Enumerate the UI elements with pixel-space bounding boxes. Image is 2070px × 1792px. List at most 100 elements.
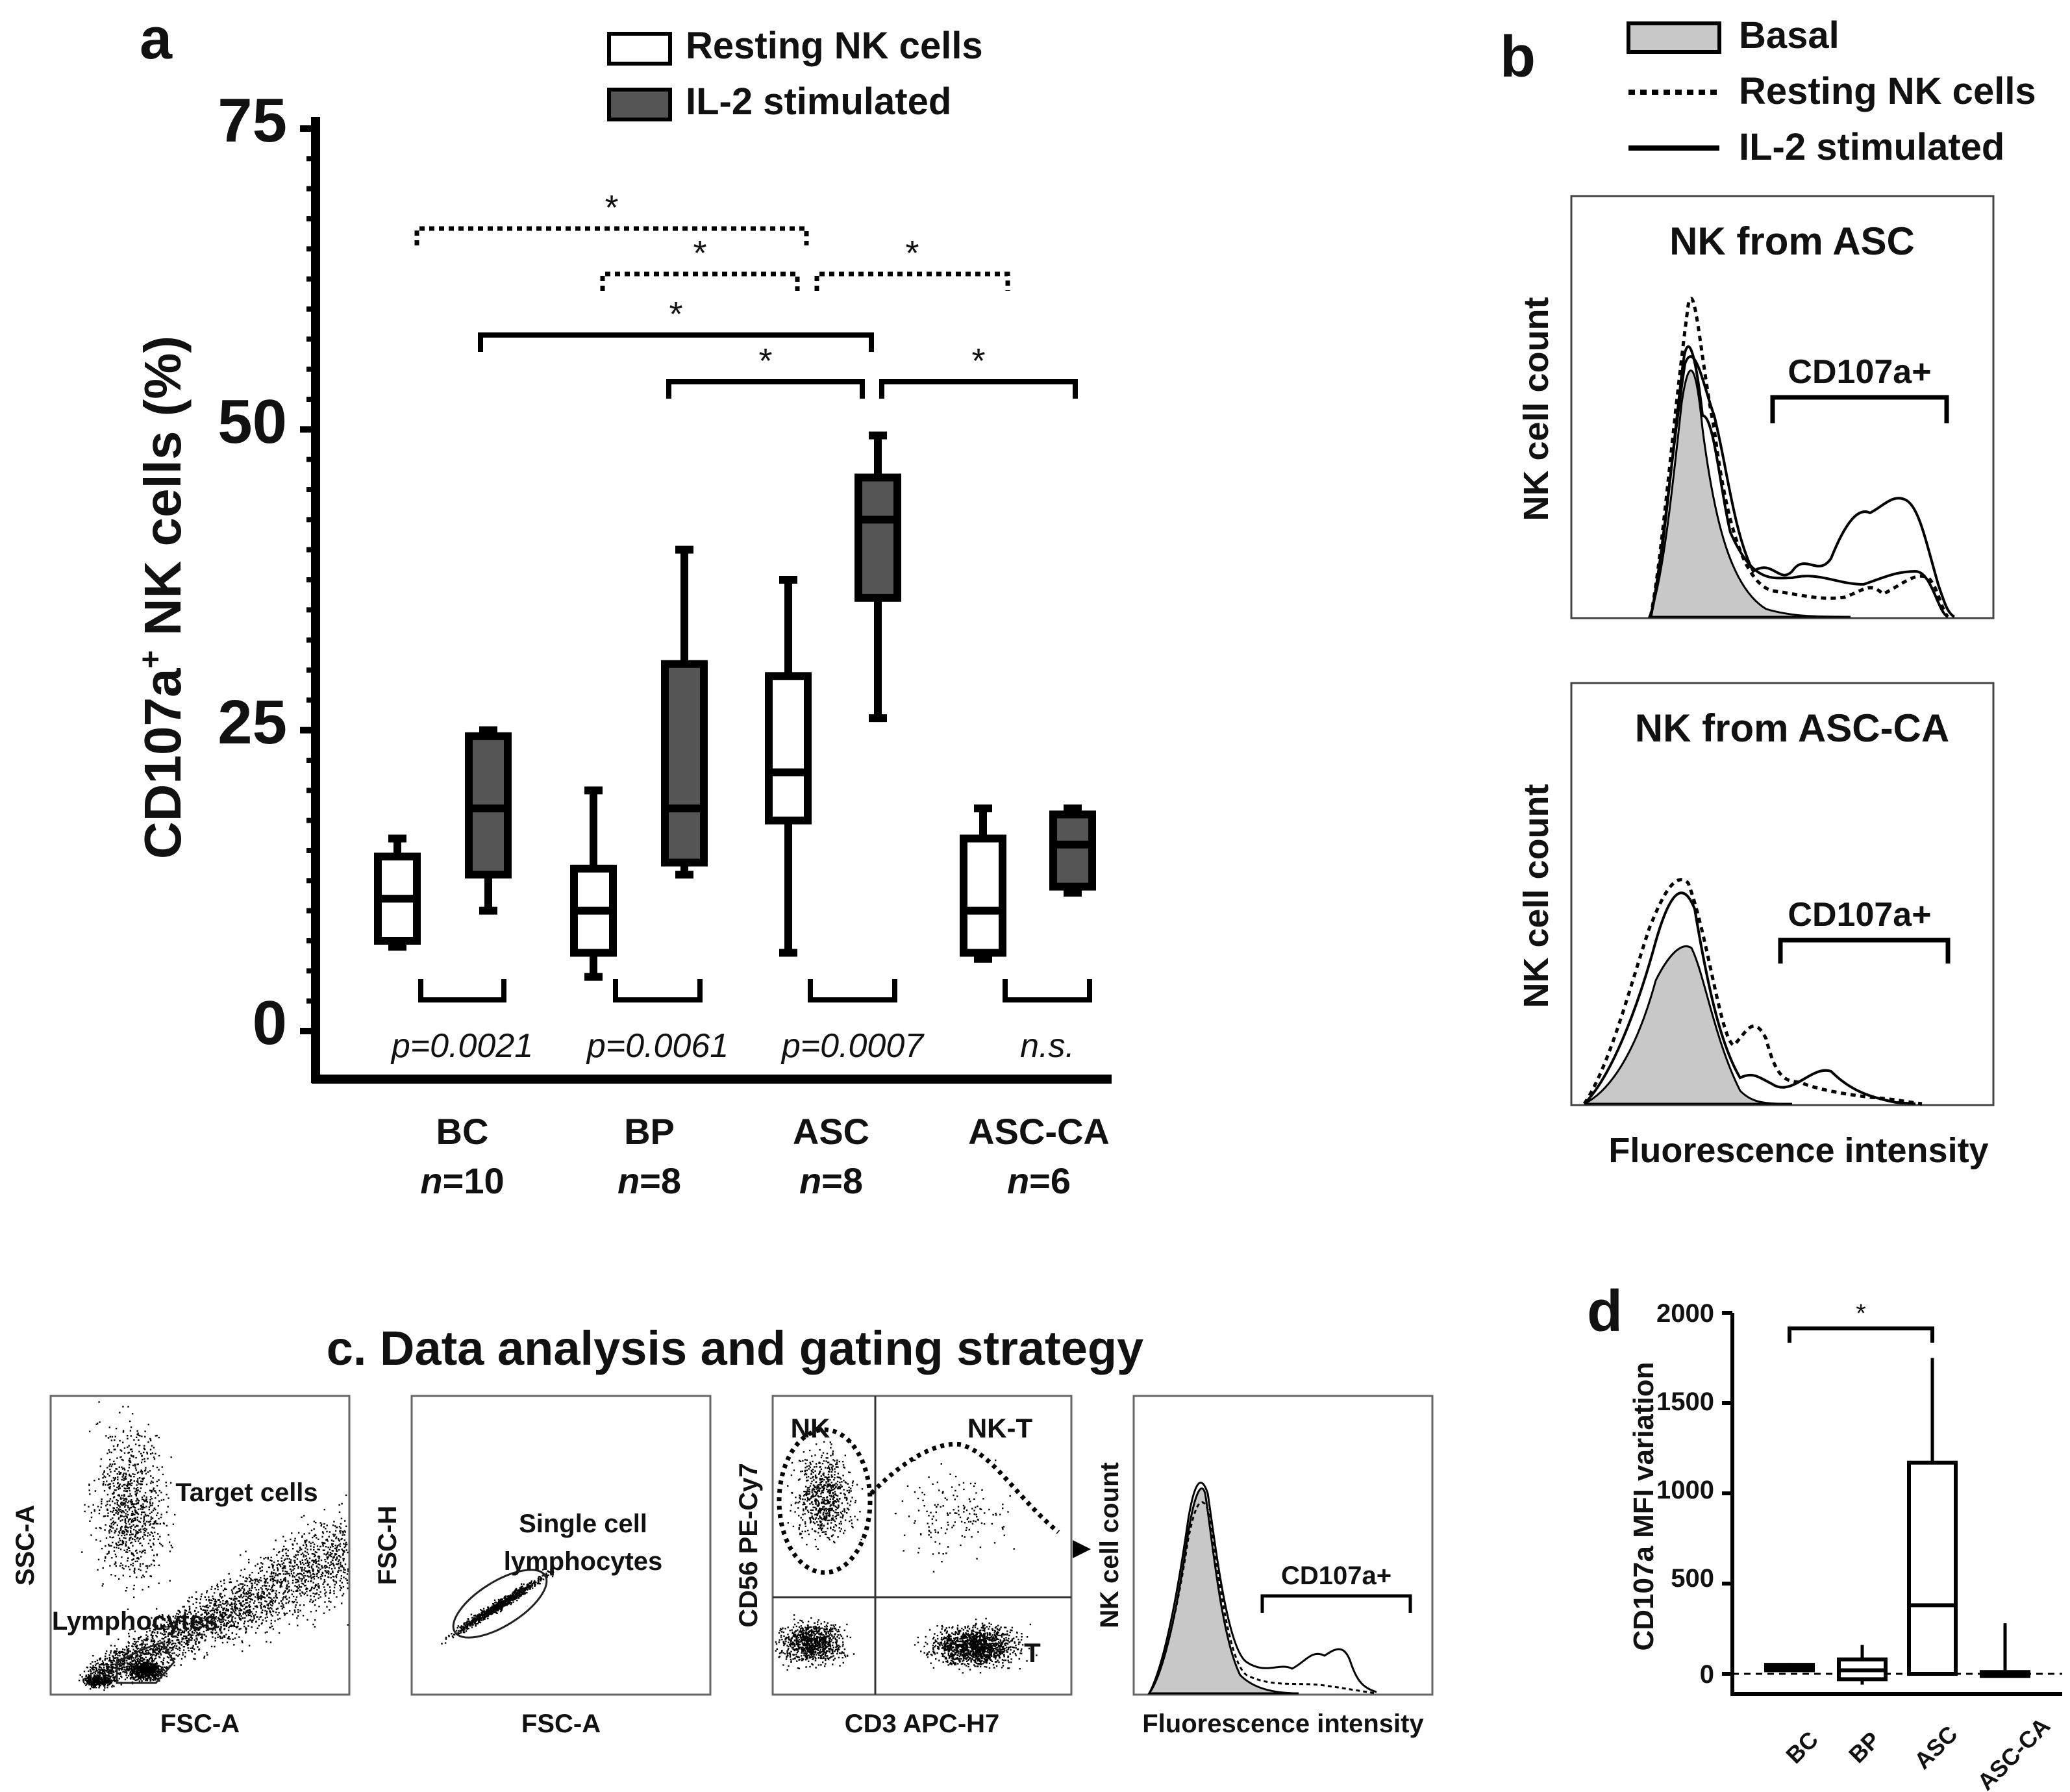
significance-star-d: * bbox=[1856, 1299, 1866, 1328]
bracket-cd107a-top bbox=[1770, 395, 1949, 423]
panel-b-legend: Basal Resting NK cells IL-2 stimulated bbox=[1627, 14, 2036, 168]
gate-lymphocytes bbox=[116, 1641, 175, 1684]
legend-label-resting: Resting NK cells bbox=[686, 25, 983, 67]
d-tick-label-1000: 1000 bbox=[1656, 1476, 1714, 1504]
x-axis-title-b: Fluorescence intensity bbox=[1608, 1131, 1988, 1170]
box-il-2-stimulated-asc bbox=[854, 431, 901, 723]
box-iqr bbox=[854, 473, 901, 602]
gating-plot-3-events bbox=[775, 1441, 1038, 1674]
significance-bracket bbox=[478, 332, 874, 352]
gate-single-cells bbox=[452, 1569, 548, 1639]
gating-plot-4-xlabel: Fluorescence intensity bbox=[1142, 1710, 1424, 1738]
panel-a: a Resting NK cells IL-2 stimulated 75 50… bbox=[134, 6, 1112, 1201]
panel-b-letter: b bbox=[1500, 25, 1536, 90]
box-iqr bbox=[1049, 810, 1096, 891]
gating-plot-3-ylabel: CD56 PE-Cy7 bbox=[734, 1463, 763, 1627]
legend-swatch-il2 bbox=[607, 88, 672, 121]
pvalue-bc: p=0.0021 bbox=[390, 1027, 533, 1065]
basal-curve-bottom bbox=[1584, 945, 1793, 1105]
y-axis-title-a: CD107a+ NK cells (%) bbox=[134, 336, 192, 859]
resting-curve-top bbox=[1649, 297, 1949, 618]
histogram-box-top bbox=[1570, 195, 1995, 619]
bracket-label-bottom: CD107a+ bbox=[1788, 896, 1931, 934]
significance-star: * bbox=[693, 234, 706, 273]
d-category-label-ascca: ASC-CA bbox=[1972, 1712, 2055, 1792]
gate-label-single-1: Single cell bbox=[519, 1510, 647, 1538]
box-plots-d bbox=[1764, 1358, 2030, 1685]
bracket-cd107a-gating bbox=[1260, 1594, 1412, 1613]
gating-plot-4-curves bbox=[1147, 1482, 1377, 1695]
histogram-title-top: NK from ASC bbox=[1669, 219, 1915, 263]
y-tick-label-75: 75 bbox=[218, 86, 287, 155]
quadrant-label-nkt: NK-T bbox=[967, 1413, 1033, 1443]
d-category-label-bc: BC bbox=[1780, 1726, 1823, 1769]
box-iqr bbox=[661, 660, 708, 867]
panel-c: c. Data analysis and gating strategy Tar… bbox=[11, 1321, 1434, 1738]
gating-hist-basal bbox=[1147, 1487, 1299, 1695]
histogram-curves-top bbox=[1647, 297, 1956, 618]
y-tick-label-50: 50 bbox=[218, 387, 287, 456]
significance-star: * bbox=[605, 188, 618, 227]
y-ticks-a bbox=[300, 125, 316, 1034]
gating-plot-2-ylabel: FSC-H bbox=[373, 1506, 402, 1585]
significance-bracket bbox=[814, 271, 1010, 291]
significance-bracket-d bbox=[1788, 1326, 1934, 1343]
legend-label-basal: Basal bbox=[1739, 14, 1839, 56]
significance-bracket bbox=[879, 379, 1078, 399]
legend-swatch-resting bbox=[607, 32, 672, 66]
box-iqr bbox=[765, 672, 812, 825]
significance-brackets-a: * * * * * * bbox=[414, 188, 1078, 399]
category-label-bp: BP bbox=[624, 1111, 675, 1152]
category-label-asc: ASC bbox=[793, 1111, 869, 1152]
pvalue-asc: p=0.0007 bbox=[780, 1027, 925, 1065]
il2-curve-bottom bbox=[1583, 891, 1916, 1105]
d-tick-label-0: 0 bbox=[1700, 1660, 1714, 1689]
gating-plot-4-ylabel: NK cell count bbox=[1095, 1462, 1124, 1628]
event-dots bbox=[79, 1494, 349, 1691]
d-box-asc bbox=[1907, 1358, 1958, 1676]
category-label-ascca: ASC-CA bbox=[968, 1111, 1110, 1152]
d-box-bp bbox=[1837, 1645, 1888, 1685]
box-resting-nk-cells-asc bbox=[765, 576, 812, 957]
arrow-head-icon bbox=[1073, 1540, 1091, 1558]
pvalue-ascca: n.s. bbox=[1020, 1027, 1075, 1065]
event-dots bbox=[123, 1656, 169, 1685]
gating-plot-2-events bbox=[441, 1567, 555, 1645]
panel-a-legend: Resting NK cells IL-2 stimulated bbox=[607, 25, 983, 123]
significance-star: * bbox=[971, 342, 985, 380]
gating-hist-resting bbox=[1148, 1501, 1377, 1695]
box-resting-nk-cells-asc-ca bbox=[960, 804, 1006, 963]
resting-curve-bottom bbox=[1582, 878, 1923, 1106]
gating-plot-2-xlabel: FSC-A bbox=[521, 1710, 601, 1738]
legend-swatch-basal bbox=[1627, 21, 1721, 54]
panel-c-title: c. Data analysis and gating strategy bbox=[327, 1321, 1143, 1375]
y-axis-title-b-top: NK cell count bbox=[1517, 297, 1556, 521]
n-label-asc: n=8 bbox=[799, 1160, 863, 1201]
bracket-cd107a-bottom bbox=[1778, 938, 1951, 964]
pair-bracket-ascca bbox=[1003, 979, 1092, 1002]
gating-plot-1-xlabel: FSC-A bbox=[160, 1710, 240, 1738]
gate-label-target: Target cells bbox=[175, 1478, 318, 1507]
gating-plot-1-frame bbox=[49, 1395, 351, 1696]
quadrant-label-nk: NK bbox=[791, 1413, 830, 1443]
d-tick-label-1500: 1500 bbox=[1656, 1388, 1714, 1416]
y-axis-title-d: CD107a MFI variation bbox=[1628, 1362, 1660, 1650]
event-dots bbox=[78, 1673, 119, 1690]
legend-label-il2: IL-2 stimulated bbox=[686, 81, 951, 123]
significance-star: * bbox=[669, 295, 682, 334]
d-box-asc-ca bbox=[1980, 1623, 2030, 1678]
category-label-bc: BC bbox=[436, 1111, 489, 1152]
legend-label-resting-b: Resting NK cells bbox=[1739, 70, 2036, 112]
pair-bracket-asc bbox=[808, 979, 897, 1002]
d-tick-label-500: 500 bbox=[1671, 1564, 1714, 1593]
event-dots bbox=[81, 1401, 176, 1626]
y-tick-label-25: 25 bbox=[218, 688, 287, 757]
significance-bracket bbox=[414, 226, 809, 245]
box-il-2-stimulated-bp bbox=[661, 545, 708, 879]
box-il-2-stimulated-asc-ca bbox=[1049, 804, 1096, 897]
n-label-ascca: n=6 bbox=[1007, 1160, 1071, 1201]
quadrant-label-t: T bbox=[1024, 1637, 1041, 1668]
panel-d-letter: d bbox=[1587, 1279, 1623, 1344]
n-label-bc: n=10 bbox=[420, 1160, 504, 1201]
